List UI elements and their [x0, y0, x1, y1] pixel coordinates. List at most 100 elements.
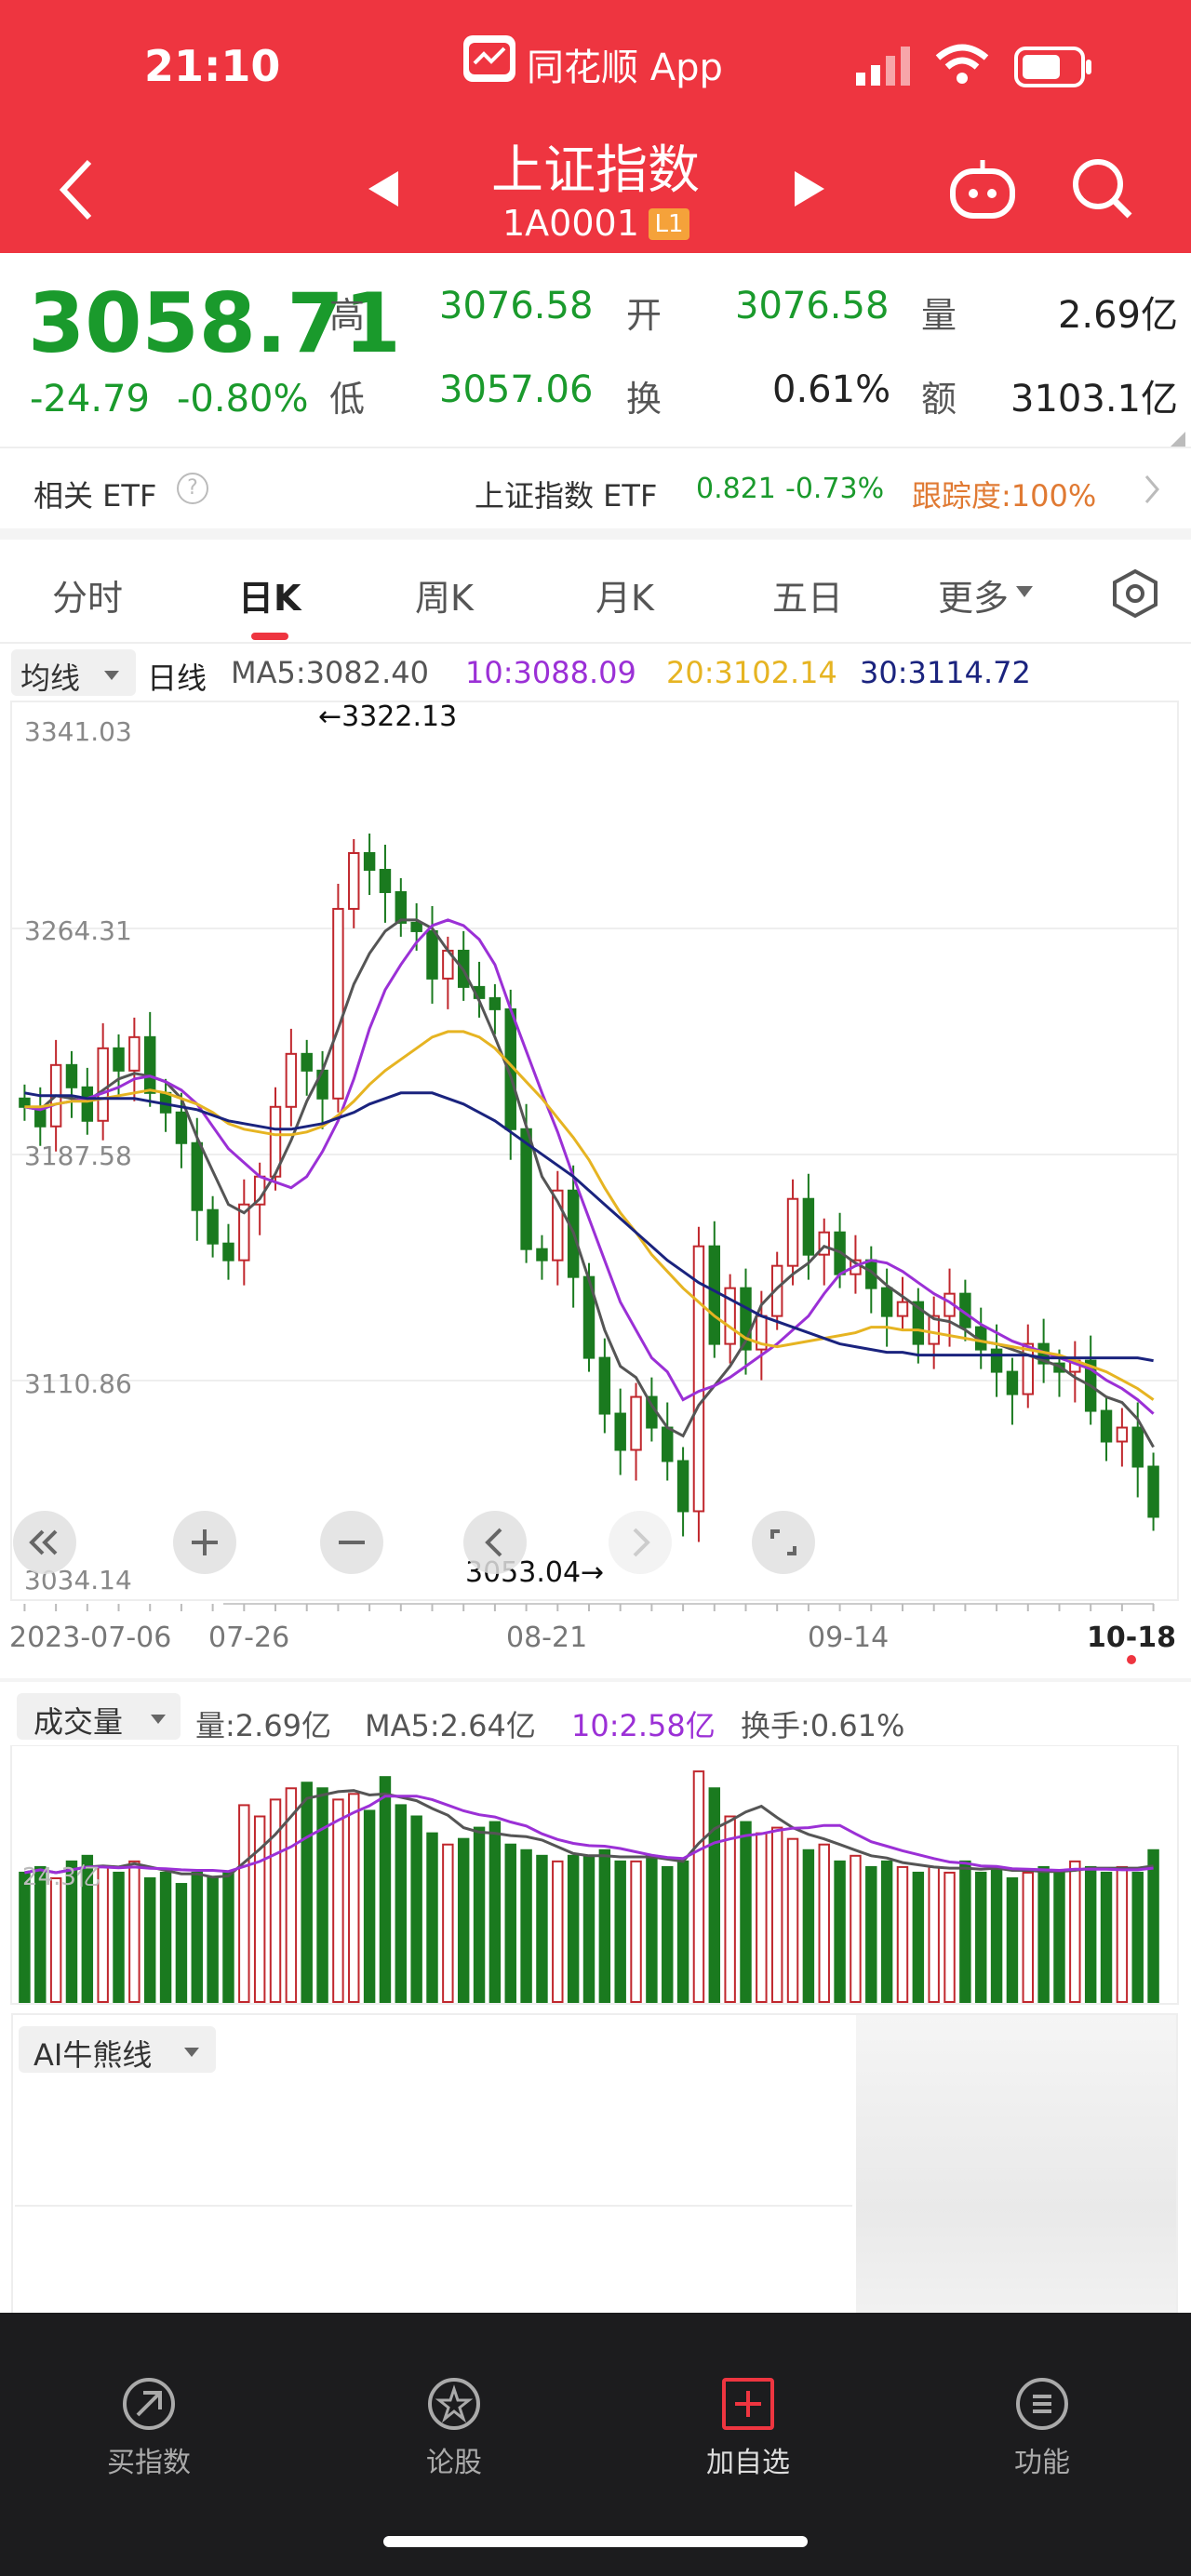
high-value: 3076.58 [439, 285, 594, 327]
nav-add-watchlist[interactable]: 加自选 [655, 2378, 841, 2480]
candle-body [363, 851, 376, 871]
search-icon[interactable] [1070, 156, 1135, 225]
expand-corner-icon[interactable] [1169, 430, 1187, 452]
tab-five-day[interactable]: 五日 [772, 578, 844, 619]
chevron-right-icon[interactable] [1141, 473, 1163, 510]
volume-chart[interactable]: 24.3亿 [0, 1745, 1191, 2006]
section-gap [0, 528, 1191, 540]
candle-body [552, 1189, 564, 1261]
ai-selector-label: AI牛熊线 [33, 2037, 153, 2073]
candle-body [207, 1208, 219, 1245]
volume-bar [802, 1849, 815, 2004]
nav-buy-index[interactable]: 买指数 [56, 2378, 242, 2480]
volume-bar [896, 1865, 909, 2003]
volume-selector-label: 成交量 [33, 1704, 124, 1740]
kline-chart[interactable]: 3341.03 3264.31 3187.58 3110.86 3034.14 … [0, 700, 1191, 1667]
nav-discuss[interactable]: 论股 [361, 2378, 547, 2480]
tab-intraday[interactable]: 分时 [52, 578, 124, 619]
help-icon[interactable]: ? [177, 473, 208, 504]
volume-bar [301, 1782, 313, 2003]
volume-bar [943, 1871, 956, 2003]
volume-bar [348, 1793, 360, 2004]
volume-bar [488, 1821, 502, 2003]
high-label: 高 [329, 295, 366, 336]
fullscreen-button[interactable] [752, 1511, 815, 1574]
scroll-right-button[interactable] [609, 1511, 672, 1574]
ma20-value: 20:3102.14 [666, 655, 837, 690]
zoom-in-button[interactable] [173, 1511, 236, 1574]
candle-body [1006, 1370, 1019, 1395]
volume-bar [724, 1815, 736, 2003]
etf-name[interactable]: 上证指数 ETF [475, 478, 658, 514]
volume-bar [912, 1871, 925, 2003]
volume-bar [442, 1843, 454, 2003]
volume-bar [1084, 1865, 1097, 2003]
scroll-left-button[interactable] [463, 1511, 527, 1574]
candle-body [113, 1047, 125, 1072]
volume-bar [1053, 1871, 1065, 2003]
candle-body [395, 890, 408, 924]
volume-bar [880, 1860, 893, 2004]
back-button[interactable] [52, 156, 99, 225]
turnover-rate-label: 换手:0.61% [741, 1708, 905, 1743]
tab-daily-k[interactable]: 日K [238, 578, 301, 619]
candle-body [818, 1231, 830, 1256]
scroll-start-button[interactable] [13, 1511, 76, 1574]
tab-more[interactable]: 更多 [938, 578, 1010, 619]
candle-body [128, 1035, 141, 1072]
top-header: 21:10 同花顺 App 上证指数 1A0001 L1 [0, 0, 1191, 253]
volume-bar [990, 1865, 1003, 2003]
caret-down-icon [102, 668, 121, 686]
max-price-note: ←3322.13 [318, 701, 457, 733]
volume-bar [379, 1776, 392, 2003]
candle-body [1100, 1409, 1113, 1443]
tab-monthly-k[interactable]: 月K [596, 578, 654, 619]
volume-bar [740, 1821, 752, 2003]
candle-body [1022, 1342, 1035, 1395]
candle-body [488, 996, 502, 1010]
volume-bar [708, 1787, 721, 2004]
volume-bar [1006, 1877, 1019, 2003]
etf-price: 0.821 [696, 473, 776, 505]
zoom-out-button[interactable] [320, 1511, 383, 1574]
turnover-label: 换 [626, 379, 662, 420]
candle-body [1147, 1465, 1159, 1518]
volume-bar [363, 1809, 376, 2003]
next-stock-button[interactable] [787, 167, 830, 214]
tab-indicator [251, 633, 288, 640]
stock-title: 上证指数 [491, 140, 700, 201]
candle-body [238, 1203, 250, 1261]
candle-body [614, 1412, 626, 1451]
candle-body [802, 1197, 815, 1256]
candle-body [692, 1245, 705, 1513]
candle-body [1116, 1426, 1129, 1443]
price-change: -24.79 [30, 378, 150, 420]
candle-body [630, 1395, 642, 1451]
ai-selector[interactable] [19, 2026, 216, 2073]
volume-bar [113, 1871, 125, 2003]
volume-bar [614, 1860, 626, 2004]
candle-body [912, 1301, 925, 1345]
gridline [15, 2205, 852, 2207]
nav-functions[interactable]: 功能 [949, 2378, 1135, 2480]
robot-assistant-icon[interactable] [947, 156, 1018, 225]
volume-bar [598, 1849, 611, 2004]
nav-label: 功能 [1014, 2447, 1070, 2479]
volume-bar [646, 1854, 658, 2004]
candle-body [65, 1063, 78, 1088]
volume-bar [786, 1837, 799, 2003]
battery-icon [1014, 47, 1092, 91]
prev-stock-button[interactable] [363, 167, 406, 214]
tab-weekly-k[interactable]: 周K [415, 578, 474, 619]
x-tick-label: 09-14 [808, 1622, 889, 1654]
settings-icon[interactable] [1109, 567, 1161, 623]
volume-bar [630, 1860, 642, 2004]
caret-down-icon [1014, 584, 1035, 603]
candle-body [410, 921, 422, 932]
volume-value: 2.69亿 [1057, 294, 1178, 337]
candles-group [19, 834, 1159, 1542]
locked-content-blur [856, 2015, 1176, 2335]
etf-tracking: 跟踪度:100% [912, 478, 1097, 514]
candle-body [536, 1248, 548, 1261]
volume-bar [552, 1860, 564, 2004]
